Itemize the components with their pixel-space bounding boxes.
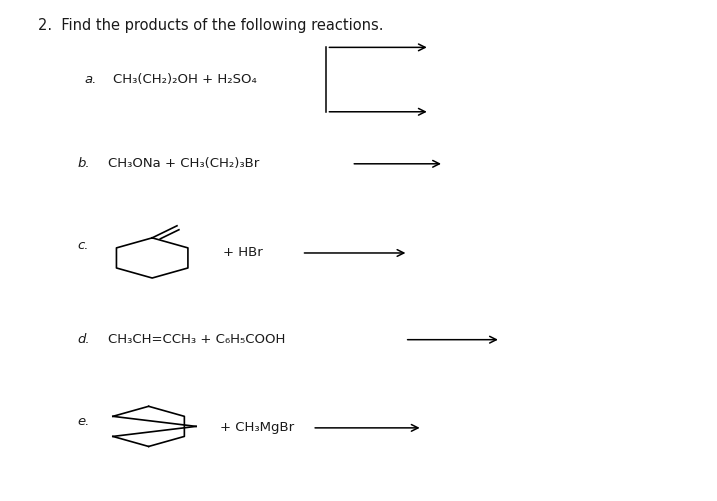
Text: CH₃CH=CCH₃ + C₆H₅COOH: CH₃CH=CCH₃ + C₆H₅COOH	[108, 333, 285, 346]
Text: e.: e.	[77, 415, 90, 428]
Text: d.: d.	[77, 333, 90, 346]
Text: b.: b.	[77, 157, 90, 170]
Text: + HBr: + HBr	[223, 246, 263, 260]
Text: c.: c.	[77, 239, 89, 252]
Text: 2.  Find the products of the following reactions.: 2. Find the products of the following re…	[38, 18, 384, 33]
Text: CH₃(CH₂)₂OH + H₂SO₄: CH₃(CH₂)₂OH + H₂SO₄	[113, 73, 257, 86]
Text: a.: a.	[85, 73, 97, 86]
Text: CH₃ONa + CH₃(CH₂)₃Br: CH₃ONa + CH₃(CH₂)₃Br	[108, 157, 260, 170]
Text: + CH₃MgBr: + CH₃MgBr	[220, 421, 294, 434]
